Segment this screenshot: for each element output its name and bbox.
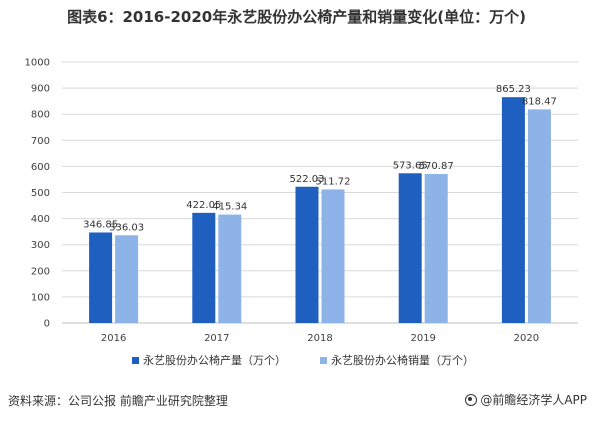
legend-swatch bbox=[132, 357, 139, 364]
data-label: 570.87 bbox=[419, 161, 454, 172]
y-tick-label: 600 bbox=[31, 162, 50, 173]
brand-text: @前瞻经济学人APP bbox=[480, 393, 587, 407]
data-label: 511.72 bbox=[316, 176, 351, 187]
y-tick-label: 500 bbox=[31, 188, 50, 199]
y-tick-label: 1000 bbox=[25, 58, 50, 69]
data-label: 336.03 bbox=[109, 222, 144, 233]
x-tick-label: 2018 bbox=[307, 333, 332, 344]
y-tick-label: 200 bbox=[31, 266, 50, 277]
sales-bar bbox=[218, 214, 242, 323]
y-tick-label: 300 bbox=[31, 240, 50, 251]
production-bar bbox=[89, 232, 113, 323]
production-bar bbox=[192, 212, 216, 323]
data-label: 573.65 bbox=[393, 160, 428, 171]
y-tick-label: 700 bbox=[31, 136, 50, 147]
x-tick-label: 2017 bbox=[204, 333, 229, 344]
y-tick-label: 800 bbox=[31, 110, 50, 121]
legend-label: 永艺股份办公椅销量（万个） bbox=[331, 353, 474, 367]
brand-watermark: @前瞻经济学人APP bbox=[465, 391, 587, 408]
legend-swatch bbox=[320, 357, 327, 364]
sales-bar bbox=[424, 174, 448, 323]
data-label: 865.23 bbox=[496, 84, 531, 95]
logo-icon bbox=[465, 393, 478, 406]
y-tick-label: 900 bbox=[31, 84, 50, 95]
x-tick-label: 2019 bbox=[410, 333, 435, 344]
source-note: 资料来源：公司公报 前瞻产业研究院整理 bbox=[8, 394, 228, 408]
data-label: 818.47 bbox=[522, 96, 557, 107]
x-tick-label: 2020 bbox=[514, 333, 539, 344]
production-bar bbox=[295, 186, 319, 323]
y-tick-label: 0 bbox=[44, 319, 50, 330]
production-bar bbox=[501, 97, 525, 323]
data-label: 346.85 bbox=[83, 219, 118, 230]
sales-bar bbox=[527, 109, 551, 323]
production-bar bbox=[398, 173, 422, 323]
legend-label: 永艺股份办公椅产量（万个） bbox=[143, 353, 286, 367]
chart-title: 图表6：2016-2020年永艺股份办公椅产量和销量变化(单位：万个) bbox=[67, 8, 526, 26]
data-label: 415.34 bbox=[212, 202, 247, 213]
x-tick-label: 2016 bbox=[101, 333, 126, 344]
sales-bar bbox=[321, 189, 345, 323]
data-label: 422.05 bbox=[186, 200, 221, 211]
y-tick-label: 400 bbox=[31, 214, 50, 225]
y-tick-label: 100 bbox=[31, 292, 50, 303]
data-label: 522.03 bbox=[290, 174, 325, 185]
sales-bar bbox=[115, 235, 139, 323]
